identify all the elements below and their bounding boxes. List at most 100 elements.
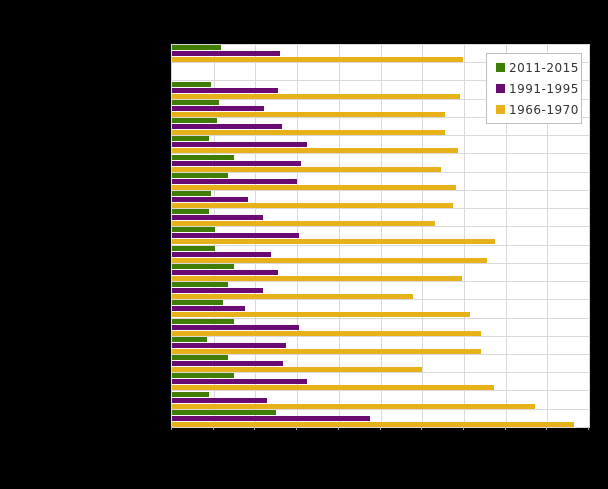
chart-row — [172, 409, 589, 427]
legend-item: 2011-2015 — [496, 61, 581, 75]
bar-1966-1970 — [172, 348, 482, 354]
bar-1966-1970 — [172, 57, 464, 63]
bar-1991-1995 — [172, 361, 283, 367]
bar-1991-1995 — [172, 233, 299, 239]
bar-1966-1970 — [172, 239, 496, 245]
bar-1966-1970 — [172, 421, 575, 427]
bar-1966-1970 — [172, 111, 446, 117]
bar-1991-1995 — [172, 379, 308, 385]
legend-swatch-yellow — [496, 105, 505, 114]
bar-1991-1995 — [172, 87, 279, 93]
chart-row — [172, 263, 589, 283]
chart-rows-container — [172, 45, 589, 427]
bar-1966-1970 — [172, 93, 461, 99]
chart-row — [172, 99, 589, 118]
bar-1966-1970 — [172, 367, 423, 373]
legend-swatch-purple — [496, 84, 505, 93]
bar-2011-2015 — [172, 409, 276, 415]
x-axis-tick — [212, 427, 214, 430]
bar-1966-1970 — [172, 184, 457, 190]
bar-1991-1995 — [172, 160, 301, 166]
bar-1966-1970 — [172, 202, 454, 208]
bar-1966-1970 — [172, 385, 494, 391]
bar-1991-1995 — [172, 105, 264, 111]
vertical-gridline — [547, 45, 549, 427]
legend-item: 1966-1970 — [496, 103, 581, 117]
bar-2011-2015 — [172, 154, 235, 160]
bar-2011-2015 — [172, 318, 235, 324]
bar-1991-1995 — [172, 324, 300, 330]
chart-row — [172, 154, 589, 173]
bar-2011-2015 — [172, 300, 224, 306]
chart-row — [172, 81, 589, 100]
bar-1991-1995 — [172, 124, 283, 130]
vertical-gridline — [338, 45, 340, 427]
chart-row — [172, 209, 589, 228]
x-axis-tick — [296, 427, 298, 430]
bar-1991-1995 — [172, 306, 245, 312]
chart-row — [172, 336, 589, 355]
chart-row — [172, 300, 589, 319]
bar-2011-2015 — [172, 172, 229, 178]
bar-1966-1970 — [172, 130, 446, 136]
bar-2011-2015 — [172, 118, 218, 124]
x-axis-tick — [337, 427, 339, 430]
bar-2011-2015 — [172, 373, 235, 379]
x-axis-tick — [421, 427, 423, 430]
bar-1991-1995 — [172, 196, 248, 202]
legend-label: 2011-2015 — [509, 60, 579, 75]
vertical-gridline — [380, 45, 382, 427]
x-axis-tick — [171, 427, 172, 430]
chart-row — [172, 118, 589, 137]
bar-2011-2015 — [172, 355, 229, 361]
bar-1966-1970 — [172, 257, 487, 263]
x-axis-ticks — [171, 427, 589, 431]
legend-swatch-green — [496, 63, 505, 72]
bar-1966-1970 — [172, 221, 436, 227]
bar-1966-1970 — [172, 294, 414, 300]
vertical-gridline — [505, 45, 507, 427]
bar-1991-1995 — [172, 178, 298, 184]
bar-1991-1995 — [172, 215, 263, 221]
chart-row — [172, 373, 589, 392]
bar-1991-1995 — [172, 251, 271, 257]
chart-row — [172, 190, 589, 210]
vertical-gridline — [463, 45, 465, 427]
bar-2011-2015 — [172, 263, 235, 269]
bar-2011-2015 — [172, 245, 215, 251]
bar-2011-2015 — [172, 190, 212, 196]
chart-row — [172, 282, 589, 301]
x-axis-tick — [462, 427, 464, 430]
bar-2011-2015 — [172, 282, 229, 288]
bar-1991-1995 — [172, 142, 308, 148]
legend-item: 1991-1995 — [496, 82, 581, 96]
chart-row — [172, 45, 589, 64]
x-axis-tick — [504, 427, 506, 430]
legend: 2011-2015 1991-1995 1966-1970 — [486, 53, 582, 124]
bar-1991-1995 — [172, 288, 264, 294]
bar-1966-1970 — [172, 275, 462, 281]
legend-label: 1966-1970 — [509, 102, 579, 117]
bar-1991-1995 — [172, 51, 281, 57]
bar-1991-1995 — [172, 397, 268, 403]
legend-label: 1991-1995 — [509, 81, 579, 96]
chart-row — [172, 172, 589, 191]
chart-row — [172, 227, 589, 246]
chart-row — [172, 355, 589, 374]
bar-2011-2015 — [172, 336, 208, 342]
bar-1966-1970 — [172, 312, 471, 318]
vertical-gridline — [422, 45, 424, 427]
bar-2011-2015 — [172, 45, 222, 51]
bar-1966-1970 — [172, 166, 441, 172]
bar-1991-1995 — [172, 342, 287, 348]
x-axis-tick — [546, 427, 548, 430]
bar-1991-1995 — [172, 415, 371, 421]
bar-2011-2015 — [172, 209, 210, 215]
chart-row — [172, 136, 589, 155]
bar-1991-1995 — [172, 269, 278, 275]
bar-2011-2015 — [172, 99, 220, 105]
bar-2011-2015 — [172, 391, 210, 397]
chart-row — [172, 391, 589, 410]
bar-1966-1970 — [172, 330, 482, 336]
chart-row — [172, 63, 589, 82]
